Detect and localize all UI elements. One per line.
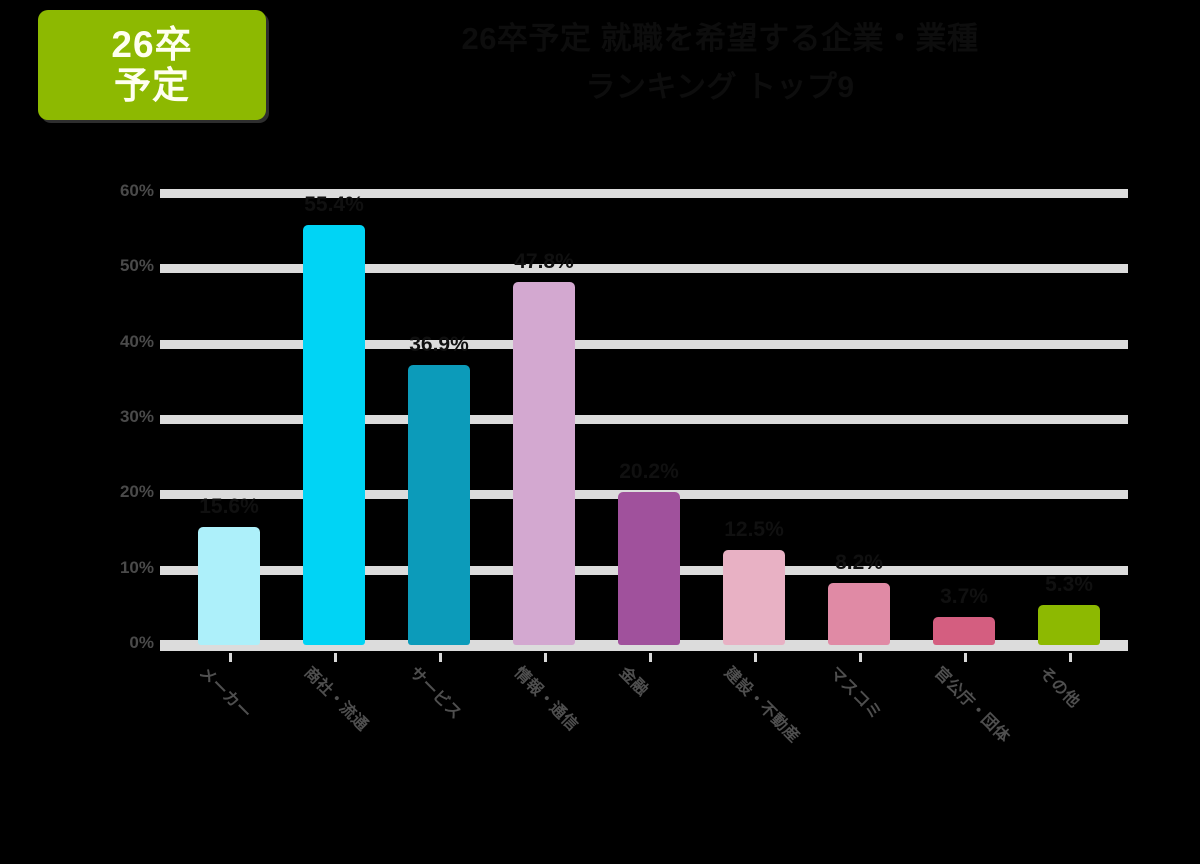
x-axis-tick-label: 商社・流通 — [300, 664, 372, 735]
bar-value-label: 47.8% — [514, 250, 574, 273]
bar-value-label: 3.7% — [940, 585, 988, 608]
bar[interactable] — [1038, 605, 1100, 645]
bar-value-label: 15.6% — [199, 495, 259, 518]
bar-value-label: 12.5% — [724, 518, 784, 541]
bar[interactable] — [618, 492, 680, 645]
bar-value-label: 20.2% — [619, 460, 679, 483]
x-axis-tick-label: 建設・不動産 — [720, 664, 803, 747]
x-axis-tick — [649, 653, 652, 662]
x-axis-tick — [964, 653, 967, 662]
x-axis-tick — [859, 653, 862, 662]
x-axis-tick-label: 情報・通信 — [510, 664, 582, 735]
gridline — [160, 264, 1128, 274]
x-axis-tick — [1069, 653, 1072, 662]
bar[interactable] — [198, 527, 260, 645]
x-axis-tick — [229, 653, 232, 662]
x-axis-tick — [439, 653, 442, 662]
chart-title-line-1: 26卒予定 就職を希望する企業・業種 — [461, 21, 979, 56]
bar[interactable] — [933, 617, 995, 645]
bar[interactable] — [303, 225, 365, 645]
gridline — [160, 415, 1128, 424]
y-axis-tick-label: 40% — [119, 331, 154, 351]
chart-title-line-2: ランキング トップ9 — [585, 70, 855, 104]
graduation-year-badge: 26卒 予定 — [38, 10, 266, 120]
x-axis-tick-label: メーカー — [195, 664, 255, 723]
y-axis-tick-label: 50% — [119, 256, 154, 276]
bar[interactable] — [408, 365, 470, 645]
bar[interactable] — [513, 282, 575, 645]
bar[interactable] — [723, 550, 785, 645]
x-axis-tick-label: サービス — [405, 664, 465, 723]
x-axis-tick-label: マスコミ — [825, 664, 885, 723]
y-axis-tick-label: 30% — [119, 407, 154, 426]
bar-value-label: 8.2% — [835, 551, 883, 574]
y-axis-tick-label: 10% — [119, 557, 154, 577]
y-axis-tick-label: 20% — [119, 482, 154, 502]
axis-baseline — [160, 640, 1128, 651]
x-axis-tick — [334, 653, 337, 662]
x-axis-tick-label: その他 — [1035, 664, 1083, 712]
bar-value-label: 36.9% — [409, 333, 469, 356]
x-axis-tick — [754, 653, 757, 662]
badge-line-2: 予定 — [114, 65, 190, 106]
gridline — [160, 339, 1128, 349]
x-axis-tick — [544, 653, 547, 662]
bar[interactable] — [828, 583, 890, 645]
bar-value-label: 55.4% — [304, 193, 364, 216]
chart-title: 26卒予定 就職を希望する企業・業種 ランキング トップ9 — [270, 14, 1170, 112]
y-axis-tick-label: 0% — [129, 633, 154, 652]
y-axis-tick-label: 60% — [119, 181, 154, 200]
bar-value-label: 5.3% — [1045, 573, 1093, 596]
gridline — [160, 189, 1128, 198]
x-axis-tick-label: 官公庁・団体 — [930, 664, 1013, 747]
x-axis-tick-label: 金融 — [615, 664, 652, 700]
badge-line-1: 26卒 — [111, 23, 193, 65]
